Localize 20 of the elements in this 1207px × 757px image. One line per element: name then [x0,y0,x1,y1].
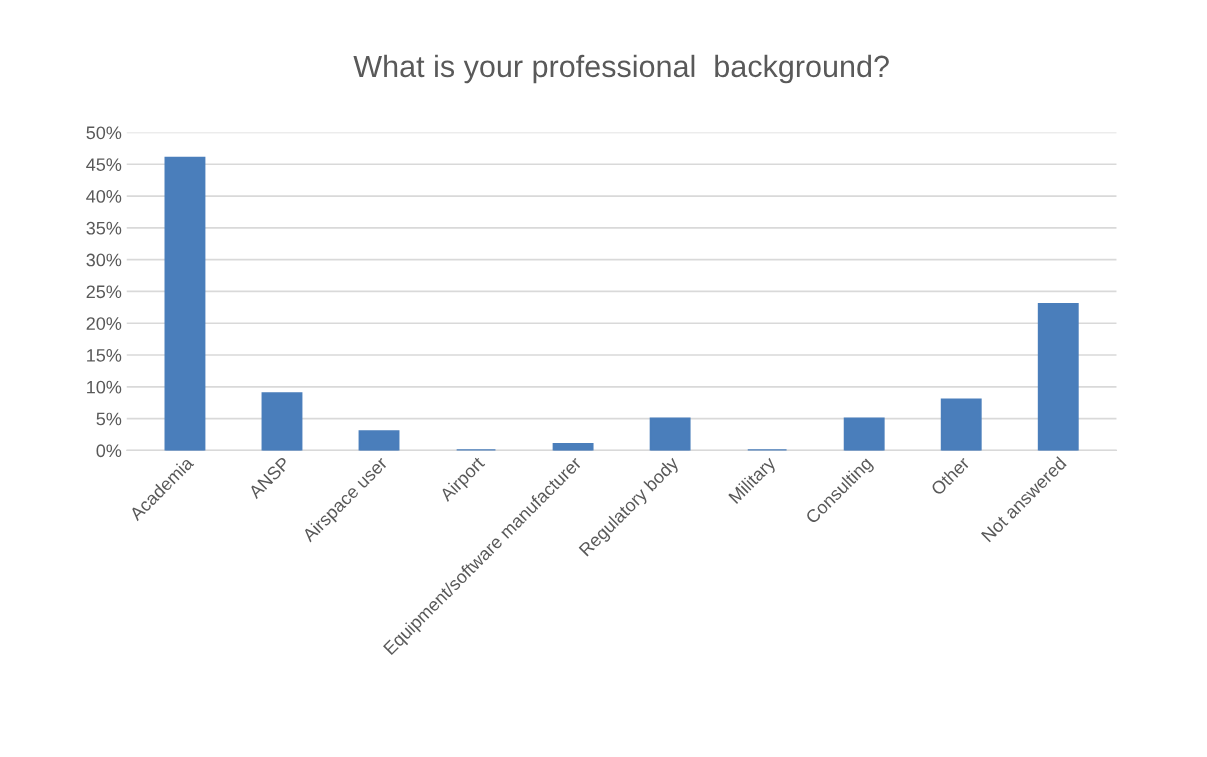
y-tick-label: 10% [87,380,122,394]
y-tick-label: 25% [86,285,122,299]
bar [843,417,885,451]
bar [552,443,594,451]
y-tick-label: 0% [96,444,122,458]
y-tick-label: 5% [96,412,122,426]
y-tick-label: 50% [86,126,122,140]
y-tick-label: 30% [86,253,122,267]
y-tick-label: 35% [86,221,122,235]
y-tick-label: 40% [86,190,122,203]
chart-title: What is your professional background? [353,54,889,84]
bar [261,392,303,451]
bar [1037,303,1079,451]
y-tick-label: 20% [86,317,122,330]
y-tick-label: 15% [87,349,122,362]
bar [164,156,206,451]
bar [358,430,400,451]
bar [940,398,982,451]
bar [649,417,691,451]
y-tick-label: 45% [86,158,122,171]
